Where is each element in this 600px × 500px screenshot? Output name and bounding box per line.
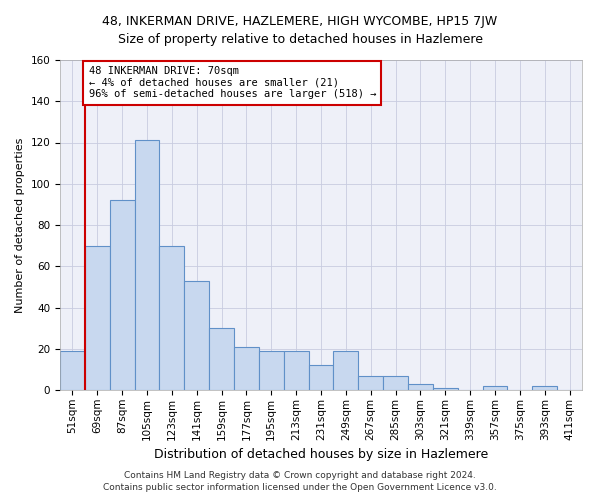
Bar — [209, 328, 234, 390]
Bar — [482, 386, 508, 390]
Bar — [234, 346, 259, 390]
Bar — [284, 351, 308, 390]
Bar — [85, 246, 110, 390]
Bar — [110, 200, 134, 390]
Bar — [334, 351, 358, 390]
Bar — [383, 376, 408, 390]
Bar — [532, 386, 557, 390]
X-axis label: Distribution of detached houses by size in Hazlemere: Distribution of detached houses by size … — [154, 448, 488, 461]
Text: Contains HM Land Registry data © Crown copyright and database right 2024.
Contai: Contains HM Land Registry data © Crown c… — [103, 471, 497, 492]
Text: 48 INKERMAN DRIVE: 70sqm
← 4% of detached houses are smaller (21)
96% of semi-de: 48 INKERMAN DRIVE: 70sqm ← 4% of detache… — [89, 66, 376, 100]
Text: 48, INKERMAN DRIVE, HAZLEMERE, HIGH WYCOMBE, HP15 7JW: 48, INKERMAN DRIVE, HAZLEMERE, HIGH WYCO… — [103, 15, 497, 28]
Bar — [358, 376, 383, 390]
Bar — [433, 388, 458, 390]
Bar — [60, 351, 85, 390]
Bar — [259, 351, 284, 390]
Bar — [184, 280, 209, 390]
Bar — [160, 246, 184, 390]
Y-axis label: Number of detached properties: Number of detached properties — [15, 138, 25, 312]
Bar — [134, 140, 160, 390]
Bar — [408, 384, 433, 390]
Text: Size of property relative to detached houses in Hazlemere: Size of property relative to detached ho… — [118, 32, 482, 46]
Bar — [308, 365, 334, 390]
